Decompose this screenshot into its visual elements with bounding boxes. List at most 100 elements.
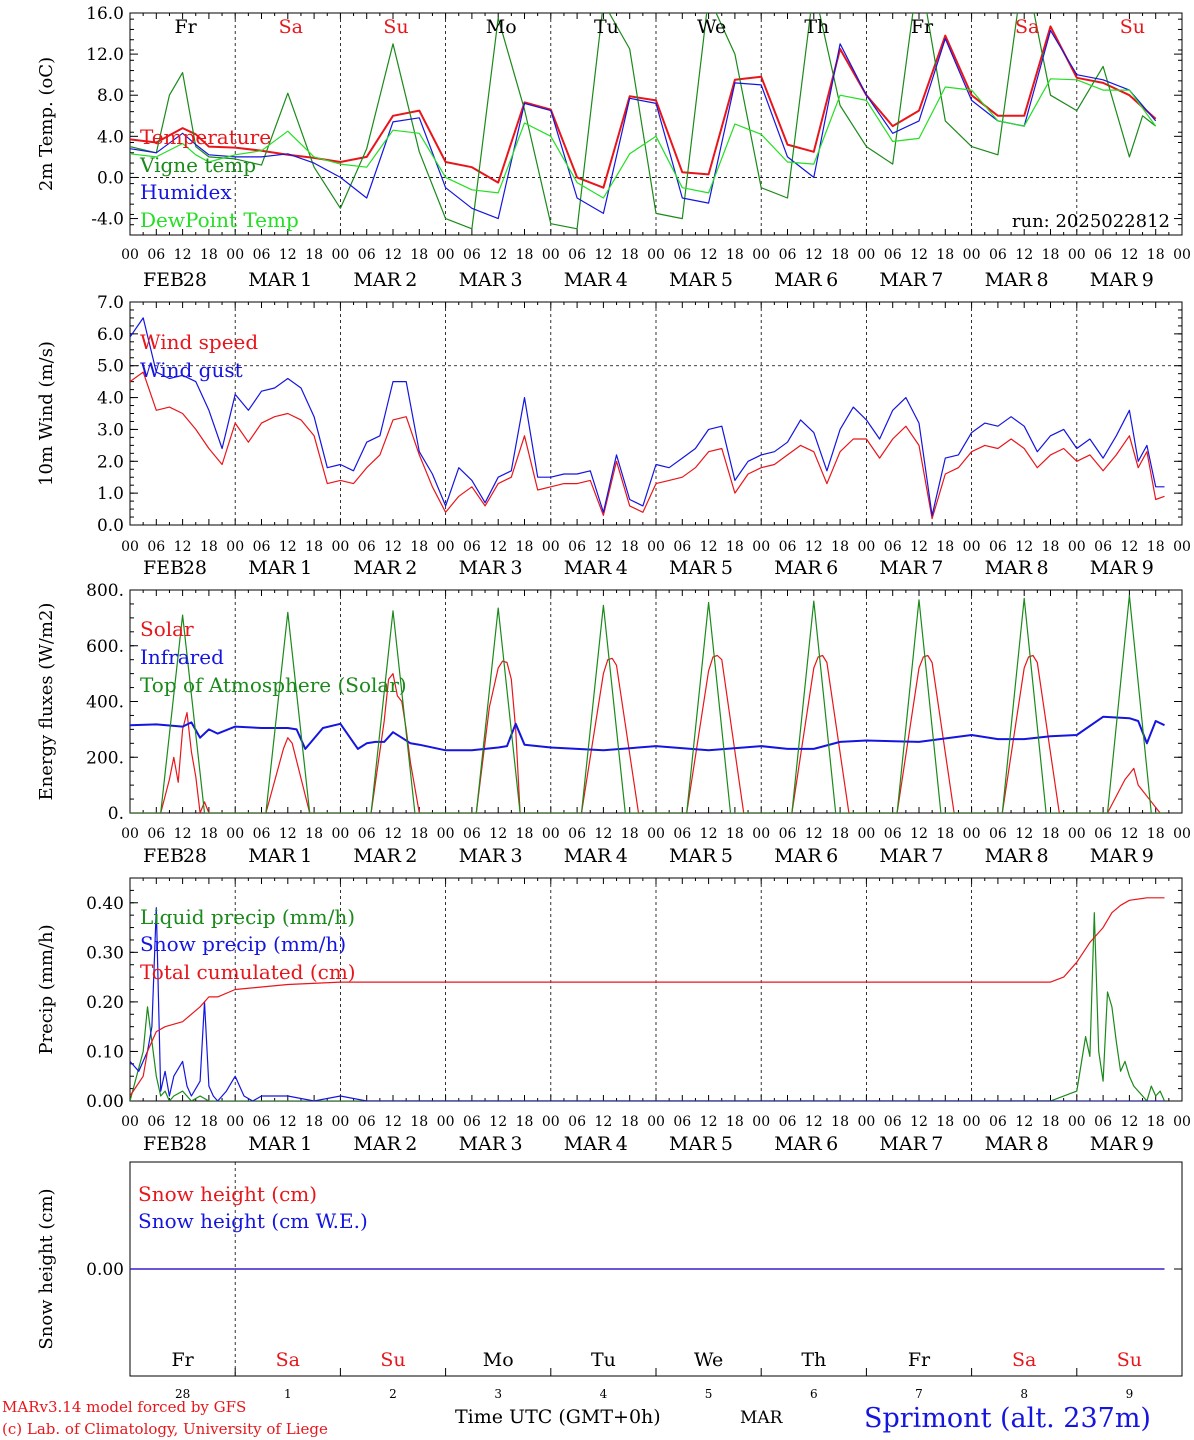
hour-tick-label: 12	[174, 539, 192, 555]
bottom-day-number: 2	[389, 1387, 397, 1401]
hour-tick-label: 00	[226, 247, 244, 263]
date-month-label: MAR	[459, 845, 507, 867]
y-tick-label: 0.0	[97, 168, 124, 188]
hour-tick-label: 12	[279, 826, 297, 842]
date-month-label: MAR	[774, 845, 822, 867]
hour-tick-label: 00	[1068, 1114, 1086, 1130]
date-day-label: 7	[931, 557, 943, 579]
day-name-label: Sa	[1015, 16, 1039, 38]
y-tick-label: 0.00	[86, 1092, 124, 1112]
hour-tick-label: 18	[305, 539, 323, 555]
legend-entry: Liquid precip (mm/h)	[140, 905, 355, 929]
hour-tick-label: 06	[1094, 826, 1112, 842]
hour-tick-label: 00	[437, 1114, 455, 1130]
legend-entry: Snow height (cm)	[138, 1182, 317, 1206]
y-tick-label: 8.0	[97, 86, 124, 106]
hour-tick-label: 18	[516, 539, 534, 555]
hour-tick-label: 00	[542, 247, 560, 263]
hour-tick-label: 06	[463, 826, 481, 842]
hour-tick-label: 06	[358, 539, 376, 555]
bottom-day-number: 9	[1126, 1387, 1134, 1401]
hour-tick-label: 00	[121, 826, 139, 842]
date-day-label: 6	[826, 845, 838, 867]
hour-tick-label: 00	[1173, 826, 1191, 842]
date-month-label: FEB	[143, 1133, 184, 1155]
hour-tick-label: 12	[384, 826, 402, 842]
hour-tick-label: 06	[673, 826, 691, 842]
date-month-label: MAR	[564, 1133, 612, 1155]
hour-tick-label: 18	[305, 247, 323, 263]
date-day-label: 6	[826, 269, 838, 291]
date-month-label: MAR	[985, 1133, 1033, 1155]
hour-tick-label: 00	[331, 539, 349, 555]
hour-tick-label: 06	[989, 1114, 1007, 1130]
hour-tick-label: 12	[1015, 539, 1033, 555]
series-line-wind-gust	[130, 317, 1165, 517]
hour-tick-label: 12	[910, 826, 928, 842]
hour-tick-label: 18	[1042, 1114, 1060, 1130]
hour-tick-label: 00	[1173, 539, 1191, 555]
date-day-label: 28	[183, 269, 207, 291]
hour-tick-label: 06	[463, 539, 481, 555]
date-day-label: 9	[1142, 1133, 1154, 1155]
hour-tick-label: 00	[752, 247, 770, 263]
date-month-label: MAR	[1090, 269, 1138, 291]
date-day-label: 2	[405, 845, 417, 867]
date-month-label: MAR	[1090, 845, 1138, 867]
date-month-label: MAR	[1090, 557, 1138, 579]
hour-tick-label: 18	[621, 826, 639, 842]
hour-tick-label: 00	[752, 539, 770, 555]
y-tick-label: 4.0	[97, 127, 124, 147]
date-month-label: MAR	[774, 269, 822, 291]
plot-frame	[129, 589, 1183, 814]
date-month-label: MAR	[459, 1133, 507, 1155]
date-month-label: MAR	[669, 557, 717, 579]
hour-tick-label: 12	[489, 826, 507, 842]
date-day-label: 4	[616, 845, 628, 867]
hour-tick-label: 18	[621, 539, 639, 555]
hour-tick-label: 00	[331, 247, 349, 263]
date-day-label: 8	[1037, 557, 1049, 579]
hour-tick-label: 12	[384, 1114, 402, 1130]
day-name-label: Tu	[591, 1349, 616, 1371]
hour-tick-label: 06	[884, 1114, 902, 1130]
hour-tick-label: 00	[121, 539, 139, 555]
date-month-label: MAR	[669, 845, 717, 867]
date-month-label: MAR	[985, 269, 1033, 291]
date-day-label: 3	[511, 557, 523, 579]
date-day-label: 1	[300, 1133, 312, 1155]
series-group	[130, 594, 1165, 813]
date-day-label: 5	[721, 557, 733, 579]
legend-entry: Snow height (cm W.E.)	[138, 1209, 368, 1233]
hour-tick-label: 18	[936, 826, 954, 842]
date-month-label: MAR	[459, 557, 507, 579]
hour-tick-label: 00	[752, 826, 770, 842]
hour-tick-label: 12	[594, 539, 612, 555]
legend-entry: Temperature	[140, 125, 271, 149]
hour-tick-label: 00	[542, 826, 560, 842]
day-name-label: Su	[1117, 1349, 1142, 1371]
date-day-label: 5	[721, 845, 733, 867]
date-day-label: 7	[931, 269, 943, 291]
series-line-infrared	[130, 715, 1165, 752]
hour-tick-label: 18	[726, 247, 744, 263]
time-axis-label: Time UTC (GMT+0h)	[455, 1406, 661, 1428]
hour-tick-label: 12	[384, 539, 402, 555]
hour-tick-label: 18	[200, 247, 218, 263]
footer: MARv3.14 model forced by GFS (c) Lab. of…	[2, 1398, 1151, 1438]
hour-tick-label: 06	[779, 247, 797, 263]
hour-tick-label: 00	[437, 826, 455, 842]
date-month-label: MAR	[985, 845, 1033, 867]
date-day-label: 7	[931, 1133, 943, 1155]
hour-tick-label: 00	[542, 539, 560, 555]
y-tick-label: 2.0	[97, 452, 124, 472]
day-name-label: Fr	[174, 16, 197, 38]
day-name-label: Th	[804, 16, 829, 38]
hour-tick-label: 00	[963, 1114, 981, 1130]
hour-tick-label: 06	[779, 826, 797, 842]
hour-tick-label: 06	[884, 826, 902, 842]
hour-tick-label: 18	[410, 247, 428, 263]
hour-tick-label: 12	[1015, 1114, 1033, 1130]
hour-tick-label: 00	[1068, 247, 1086, 263]
hour-tick-label: 18	[1147, 826, 1165, 842]
